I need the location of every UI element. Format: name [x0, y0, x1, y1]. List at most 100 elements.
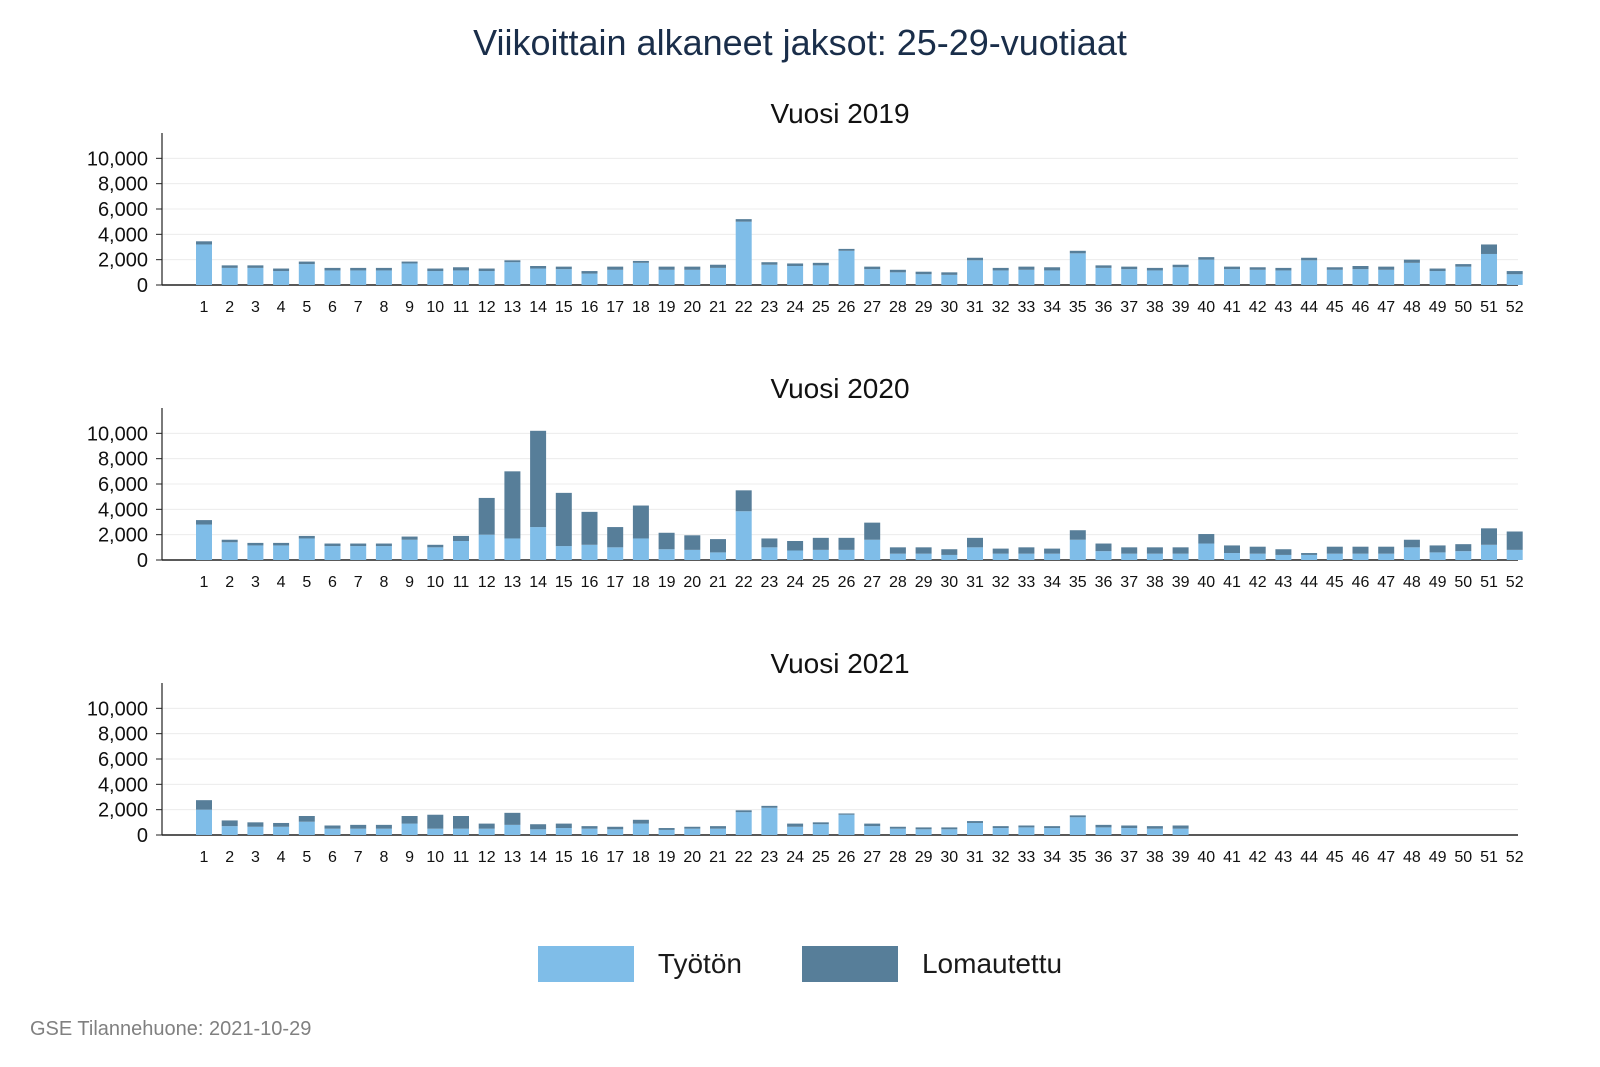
bar-lomautettu-week-8: [375, 824, 392, 829]
x-tick-label: 27: [863, 299, 881, 316]
x-tick-label: 30: [940, 849, 958, 866]
x-tick-label: 4: [277, 574, 286, 591]
bar-tyoton-week-44: [1301, 554, 1318, 560]
bar-tyoton-week-6: [324, 546, 341, 560]
bar-lomautettu-week-52: [1506, 531, 1523, 550]
bar-lomautettu-week-22: [735, 219, 752, 222]
x-tick-label: 8: [379, 849, 388, 866]
x-tick-label: 6: [328, 299, 337, 316]
x-tick-label: 37: [1120, 299, 1138, 316]
bar-lomautettu-week-52: [1506, 271, 1523, 275]
x-tick-label: 32: [992, 574, 1010, 591]
bar-lomautettu-week-28: [889, 269, 906, 273]
x-tick-label: 45: [1326, 299, 1344, 316]
x-tick-label: 2: [225, 299, 234, 316]
bar-lomautettu-week-48: [1403, 539, 1420, 548]
bar-lomautettu-week-15: [555, 823, 572, 829]
bar-lomautettu-week-27: [864, 522, 881, 540]
bar-tyoton-week-3: [247, 826, 264, 835]
bar-lomautettu-week-24: [787, 263, 804, 266]
bar-lomautettu-week-15: [555, 266, 572, 270]
bar-lomautettu-week-20: [684, 826, 701, 829]
bar-lomautettu-week-7: [350, 267, 367, 271]
bar-tyoton-week-16: [581, 273, 598, 285]
x-tick-label: 23: [761, 299, 779, 316]
bar-tyoton-week-26: [838, 250, 855, 285]
x-tick-label: 36: [1095, 574, 1113, 591]
bar-tyoton-week-13: [504, 262, 521, 285]
bar-lomautettu-week-4: [273, 542, 290, 546]
bar-tyoton-week-2: [221, 267, 238, 285]
bar-lomautettu-week-41: [1224, 266, 1240, 270]
bar-tyoton-week-14: [530, 268, 547, 285]
bar-tyoton-week-38: [1146, 828, 1163, 835]
y-tick-label: 2,000: [98, 800, 148, 822]
y-tick-label: 6,000: [98, 749, 148, 771]
bar-tyoton-week-47: [1378, 269, 1395, 285]
x-tick-label: 3: [251, 574, 260, 591]
x-tick-label: 7: [354, 574, 363, 591]
bar-lomautettu-week-30: [941, 827, 958, 830]
bar-lomautettu-week-33: [1018, 825, 1035, 828]
bar-lomautettu-week-13: [504, 471, 521, 539]
bar-tyoton-week-32: [992, 270, 1009, 285]
source-note: GSE Tilannehuone: 2021-10-29: [30, 1018, 312, 1040]
bar-lomautettu-week-2: [221, 265, 238, 268]
y-tick-label: 4,000: [98, 774, 148, 796]
bar-tyoton-week-16: [581, 544, 598, 560]
x-tick-label: 46: [1352, 299, 1370, 316]
bar-tyoton-week-32: [992, 553, 1009, 560]
bar-lomautettu-week-49: [1429, 268, 1446, 272]
x-tick-label: 48: [1403, 849, 1421, 866]
x-tick-label: 10: [426, 849, 444, 866]
y-tick-label: 4,000: [98, 224, 148, 246]
bar-lomautettu-week-34: [1044, 826, 1061, 829]
bar-tyoton-week-30: [941, 829, 958, 835]
x-tick-label: 42: [1249, 299, 1267, 316]
x-tick-label: 17: [606, 849, 624, 866]
bar-tyoton-week-29: [915, 553, 932, 560]
x-tick-label: 16: [581, 574, 599, 591]
x-tick-label: 7: [354, 299, 363, 316]
bar-tyoton-week-28: [889, 272, 906, 285]
bar-tyoton-week-51: [1481, 253, 1497, 285]
x-tick-label: 50: [1454, 849, 1472, 866]
legend-swatch-tyoton: [537, 946, 634, 982]
bar-tyoton-week-26: [838, 814, 855, 835]
bar-lomautettu-week-50: [1455, 544, 1472, 552]
bar-lomautettu-week-32: [992, 826, 1009, 829]
bar-tyoton-week-25: [812, 549, 829, 560]
bar-lomautettu-week-18: [632, 819, 649, 824]
bar-tyoton-week-18: [632, 823, 649, 835]
bar-lomautettu-week-13: [504, 812, 521, 825]
bar-tyoton-week-40: [1198, 543, 1215, 560]
bar-tyoton-week-44: [1301, 260, 1318, 285]
bar-tyoton-week-22: [735, 812, 752, 835]
x-tick-label: 7: [354, 849, 363, 866]
bar-lomautettu-week-7: [350, 543, 367, 547]
bar-tyoton-week-21: [710, 828, 726, 835]
bar-lomautettu-week-1: [196, 800, 212, 810]
bar-lomautettu-week-23: [761, 805, 778, 808]
bar-lomautettu-week-31: [967, 537, 983, 548]
bar-lomautettu-week-38: [1146, 826, 1163, 829]
legend-swatch-lomautettu: [801, 946, 898, 982]
x-tick-label: 22: [735, 849, 753, 866]
bar-tyoton-week-19: [658, 829, 675, 835]
x-tick-label: 26: [838, 299, 856, 316]
bar-tyoton-week-52: [1506, 549, 1523, 560]
bar-tyoton-week-47: [1378, 553, 1395, 560]
bar-tyoton-week-9: [401, 263, 418, 285]
bar-tyoton-week-40: [1198, 259, 1215, 285]
bar-tyoton-week-45: [1326, 269, 1343, 285]
bar-lomautettu-week-24: [787, 823, 804, 827]
bar-lomautettu-week-40: [1198, 257, 1215, 260]
bar-lomautettu-week-34: [1044, 548, 1061, 554]
x-tick-label: 32: [992, 849, 1010, 866]
bar-lomautettu-week-35: [1069, 530, 1086, 540]
bar-lomautettu-week-42: [1249, 267, 1266, 270]
x-tick-label: 39: [1172, 849, 1190, 866]
x-tick-label: 14: [529, 849, 547, 866]
bar-tyoton-week-30: [941, 554, 958, 560]
bar-lomautettu-week-31: [967, 821, 983, 823]
